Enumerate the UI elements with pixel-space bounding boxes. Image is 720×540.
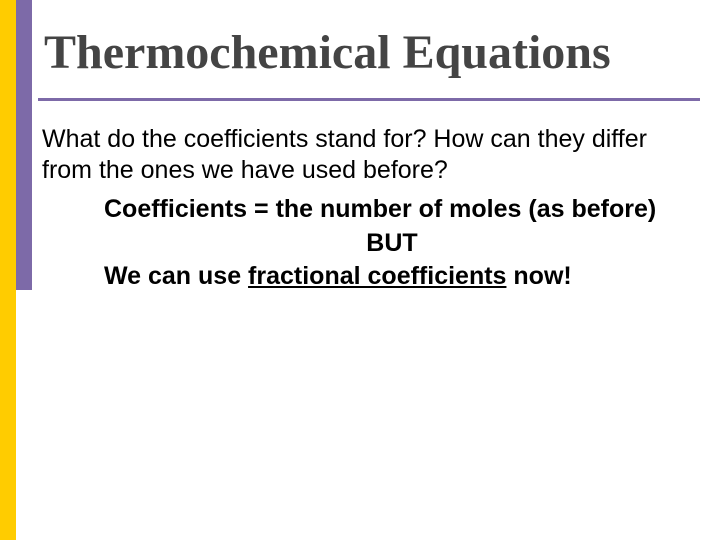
slide-title: Thermochemical Equations <box>44 28 611 78</box>
slide-body: What do the coefficients stand for? How … <box>42 124 680 292</box>
answer-line-1: Coefficients = the number of moles (as b… <box>104 193 680 225</box>
answer-line-2: We can use fractional coefficients now! <box>104 260 680 292</box>
slide: Thermochemical Equations What do the coe… <box>0 0 720 540</box>
answer2-post: now! <box>506 262 571 290</box>
answer2-pre: We can use <box>104 262 248 290</box>
question-text: What do the coefficients stand for? How … <box>42 124 680 187</box>
but-text: BUT <box>104 229 680 258</box>
answer2-underline: fractional coefficients <box>248 262 506 290</box>
title-underline <box>38 98 700 101</box>
